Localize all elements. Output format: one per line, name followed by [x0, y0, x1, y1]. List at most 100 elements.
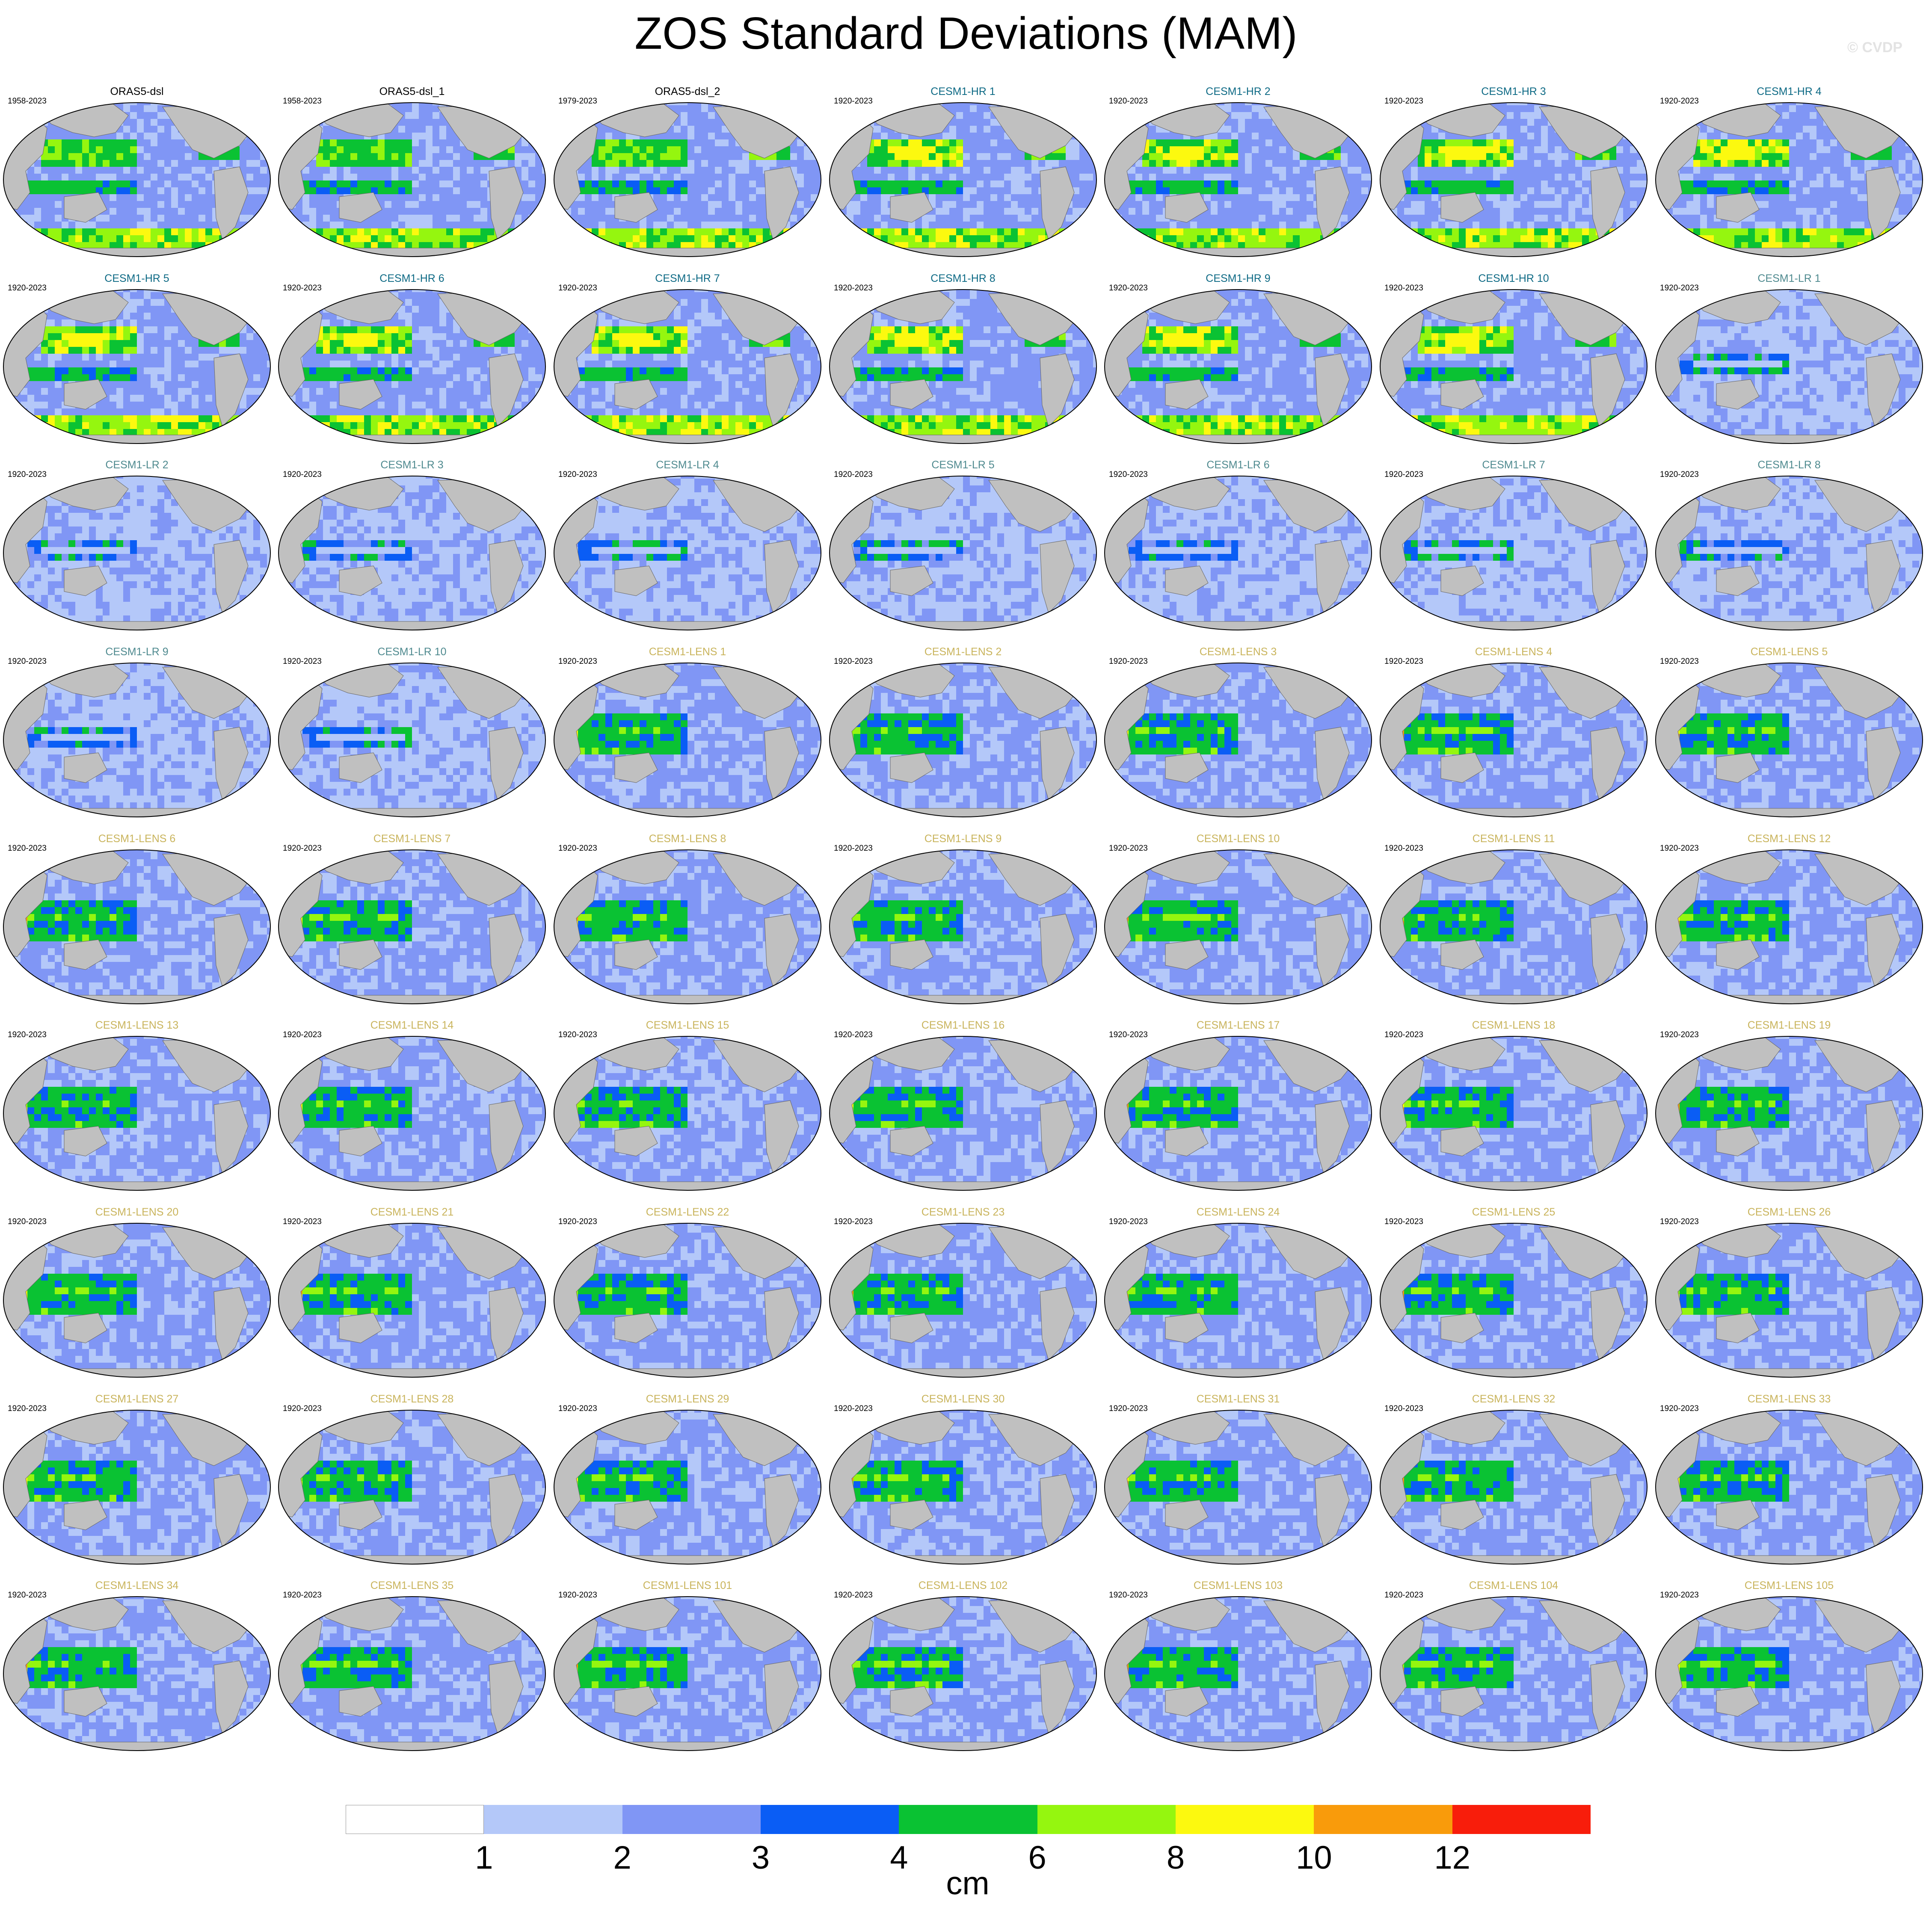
panel-period: 1920-2023 — [8, 657, 47, 666]
zos-map — [275, 1592, 549, 1755]
panel-title: CESM1-LENS 6 — [0, 833, 274, 845]
panel-title: CESM1-LENS 27 — [0, 1393, 274, 1405]
panel-period: 1920-2023 — [1109, 1404, 1148, 1414]
map-panel: CESM1-LENS 30 1920-2023 — [826, 1389, 1100, 1568]
zos-map — [551, 1032, 824, 1195]
panel-title: CESM1-LR 10 — [275, 646, 549, 658]
panel-title: CESM1-LENS 10 — [1101, 833, 1375, 845]
zos-map — [1101, 472, 1375, 634]
panel-period: 1920-2023 — [834, 657, 873, 666]
map-panel: ORAS5-dsl_2 1979-2023 — [551, 81, 824, 261]
panel-period: 1920-2023 — [1660, 284, 1699, 293]
zos-map — [551, 1592, 824, 1755]
panel-period: 1920-2023 — [1384, 657, 1423, 666]
map-panel: CESM1-LR 9 1920-2023 — [0, 642, 274, 821]
map-panel-grid: ORAS5-dsl 1958-2023 ORAS5-dsl_1 1958-2023 OR… — [0, 0, 1932, 1796]
panel-period: 1920-2023 — [1109, 844, 1148, 853]
zos-map — [1101, 1406, 1375, 1568]
zos-map — [551, 472, 824, 634]
map-panel: ORAS5-dsl_1 1958-2023 — [275, 81, 549, 261]
colorbar-tick-label: 12 — [1410, 1839, 1495, 1876]
panel-period: 1920-2023 — [834, 1404, 873, 1414]
zos-map — [551, 1406, 824, 1568]
colorbar-swatch — [484, 1805, 622, 1834]
zos-map — [826, 846, 1100, 1008]
zos-map — [0, 98, 274, 261]
colorbar-swatch — [346, 1805, 484, 1834]
panel-title: CESM1-LENS 104 — [1377, 1580, 1650, 1592]
zos-map — [0, 472, 274, 634]
panel-title: CESM1-HR 4 — [1652, 86, 1926, 98]
panel-period: 1920-2023 — [8, 470, 47, 479]
panel-title: CESM1-LENS 29 — [551, 1393, 824, 1405]
zos-map — [0, 1406, 274, 1568]
panel-title: CESM1-LENS 25 — [1377, 1206, 1650, 1219]
panel-title: CESM1-LR 3 — [275, 459, 549, 471]
panel-period: 1920-2023 — [558, 1217, 597, 1227]
map-panel: CESM1-LENS 22 1920-2023 — [551, 1202, 824, 1381]
map-panel: CESM1-HR 2 1920-2023 — [1101, 81, 1375, 261]
panel-title: ORAS5-dsl_2 — [551, 86, 824, 98]
zos-map — [551, 659, 824, 821]
map-panel: CESM1-LENS 14 1920-2023 — [275, 1015, 549, 1195]
zos-map — [1652, 1592, 1926, 1755]
panel-title: CESM1-LR 5 — [826, 459, 1100, 471]
panel-title: CESM1-LR 8 — [1652, 459, 1926, 471]
panel-period: 1958-2023 — [8, 97, 47, 106]
panel-period: 1920-2023 — [1384, 844, 1423, 853]
panel-period: 1920-2023 — [283, 1217, 322, 1227]
panel-period: 1920-2023 — [1109, 1591, 1148, 1600]
panel-period: 1920-2023 — [1660, 1030, 1699, 1040]
panel-title: CESM1-LR 9 — [0, 646, 274, 658]
zos-map — [1101, 98, 1375, 261]
panel-period: 1920-2023 — [558, 1404, 597, 1414]
zos-map — [1377, 846, 1650, 1008]
map-panel: CESM1-LENS 11 1920-2023 — [1377, 828, 1650, 1008]
panel-title: CESM1-LENS 14 — [275, 1019, 549, 1032]
map-panel: CESM1-LENS 34 1920-2023 — [0, 1575, 274, 1755]
panel-period: 1920-2023 — [1384, 284, 1423, 293]
panel-period: 1920-2023 — [283, 844, 322, 853]
map-panel: CESM1-LENS 8 1920-2023 — [551, 828, 824, 1008]
panel-title: CESM1-LENS 103 — [1101, 1580, 1375, 1592]
panel-title: CESM1-HR 3 — [1377, 86, 1650, 98]
colorbar-tick-label: 1 — [441, 1839, 527, 1876]
zos-map — [826, 98, 1100, 261]
panel-title: ORAS5-dsl — [0, 86, 274, 98]
map-panel: CESM1-LENS 20 1920-2023 — [0, 1202, 274, 1381]
panel-period: 1920-2023 — [1660, 97, 1699, 106]
panel-title: CESM1-HR 9 — [1101, 272, 1375, 285]
panel-period: 1920-2023 — [1109, 97, 1148, 106]
panel-period: 1920-2023 — [558, 1591, 597, 1600]
map-panel: CESM1-LENS 31 1920-2023 — [1101, 1389, 1375, 1568]
map-panel: CESM1-HR 10 1920-2023 — [1377, 268, 1650, 448]
map-panel: CESM1-LENS 6 1920-2023 — [0, 828, 274, 1008]
map-panel: CESM1-LENS 12 1920-2023 — [1652, 828, 1926, 1008]
map-panel: CESM1-LENS 13 1920-2023 — [0, 1015, 274, 1195]
panel-title: CESM1-LENS 12 — [1652, 833, 1926, 845]
panel-period: 1920-2023 — [558, 1030, 597, 1040]
panel-period: 1920-2023 — [1109, 657, 1148, 666]
zos-map — [0, 659, 274, 821]
panel-title: CESM1-LENS 33 — [1652, 1393, 1926, 1405]
map-panel: CESM1-LENS 23 1920-2023 — [826, 1202, 1100, 1381]
map-panel: CESM1-LENS 19 1920-2023 — [1652, 1015, 1926, 1195]
map-panel: CESM1-HR 9 1920-2023 — [1101, 268, 1375, 448]
map-panel: CESM1-HR 7 1920-2023 — [551, 268, 824, 448]
panel-period: 1920-2023 — [283, 1591, 322, 1600]
panel-period: 1920-2023 — [1109, 1217, 1148, 1227]
panel-title: CESM1-LR 7 — [1377, 459, 1650, 471]
zos-map — [1101, 1032, 1375, 1195]
panel-title: CESM1-HR 7 — [551, 272, 824, 285]
map-panel: CESM1-HR 5 1920-2023 — [0, 268, 274, 448]
panel-title: CESM1-LENS 8 — [551, 833, 824, 845]
zos-map — [275, 285, 549, 448]
map-panel: CESM1-LR 4 1920-2023 — [551, 455, 824, 634]
map-panel: CESM1-LR 3 1920-2023 — [275, 455, 549, 634]
map-panel: ORAS5-dsl 1958-2023 — [0, 81, 274, 261]
map-panel: CESM1-LENS 25 1920-2023 — [1377, 1202, 1650, 1381]
panel-period: 1920-2023 — [834, 284, 873, 293]
map-panel: CESM1-LENS 9 1920-2023 — [826, 828, 1100, 1008]
panel-title: CESM1-LR 4 — [551, 459, 824, 471]
zos-map — [1101, 1219, 1375, 1381]
